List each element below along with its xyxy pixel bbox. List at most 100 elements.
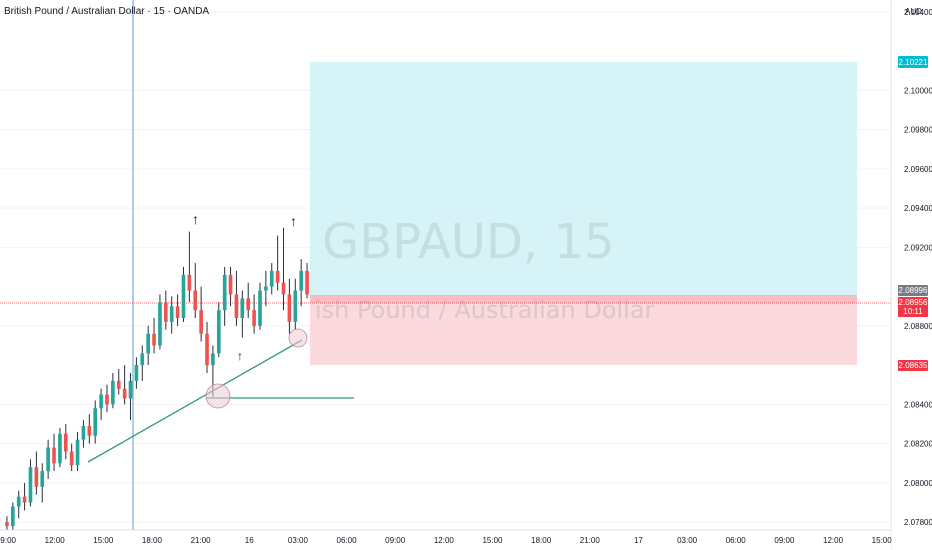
bullish-candle xyxy=(128,380,133,399)
price-axis-labels: 2.10400 2.10000 2.09800 2.09600 2.09400 2.092… xyxy=(904,8,932,527)
target-price-badge: 2.10221 xyxy=(898,56,928,68)
time-tick-label: 03:00 xyxy=(288,536,309,545)
bearish-candle xyxy=(175,306,180,318)
bullish-candle xyxy=(11,506,15,527)
bullish-candle xyxy=(140,353,145,366)
price-tick-label: 2.10000 xyxy=(904,86,932,95)
countdown-text: 10:11 xyxy=(903,307,923,316)
bearish-candle xyxy=(152,333,156,346)
time-tick-label: 17 xyxy=(634,536,643,545)
time-tick-label: 03:00 xyxy=(677,536,698,545)
higher-low-highlight xyxy=(288,328,308,348)
bearish-candle xyxy=(234,294,239,318)
bearish-candle xyxy=(275,270,280,283)
current-price-badge: 2.08956 10:11 xyxy=(898,297,928,317)
time-tick-label: 12:00 xyxy=(45,536,66,545)
swing-low-highlight xyxy=(205,383,231,409)
bearish-candle xyxy=(199,310,203,334)
bullish-candle xyxy=(211,353,215,366)
time-tick-label: 15:00 xyxy=(482,536,503,545)
bullish-candle xyxy=(222,274,227,311)
bearish-candle xyxy=(105,394,109,405)
bullish-candle xyxy=(75,439,80,466)
price-tick-label: 2.09400 xyxy=(904,204,932,213)
up-arrow-annotation: ↑ xyxy=(290,213,297,229)
bullish-candle xyxy=(16,496,21,507)
target-zone xyxy=(310,62,857,296)
price-tick-label: 2.08200 xyxy=(904,440,932,449)
currency-label: AUD xyxy=(905,7,922,16)
stop-price-badge: 2.08635 xyxy=(898,360,928,371)
time-tick-label: 16 xyxy=(245,536,254,545)
time-tick-label: 21:00 xyxy=(580,536,601,545)
bullish-candle xyxy=(258,290,262,326)
watermark-name: ish Pound / Australian Dollar xyxy=(315,296,655,324)
price-tick-label: 2.08400 xyxy=(904,400,932,409)
stop-zone xyxy=(310,303,857,365)
bearish-candle xyxy=(287,294,292,322)
bearish-candle xyxy=(69,451,74,466)
bearish-candle xyxy=(193,290,198,311)
chart-title: British Pound / Australian Dollar · 15 ·… xyxy=(4,6,210,17)
time-tick-label: 06:00 xyxy=(726,536,747,545)
price-tick-label: 2.07800 xyxy=(904,518,932,527)
time-axis[interactable] xyxy=(0,530,891,550)
entry-band xyxy=(310,295,857,303)
current-price-text: 2.08956 xyxy=(899,298,928,307)
bullish-candle xyxy=(269,270,274,287)
bearish-candle xyxy=(281,282,286,295)
bullish-candle xyxy=(46,447,50,472)
bullish-candle xyxy=(111,380,115,405)
candlestick-series xyxy=(5,227,309,532)
bullish-candle xyxy=(264,286,268,291)
bearish-candle xyxy=(116,380,121,389)
time-tick-label: 06:00 xyxy=(337,536,358,545)
time-tick-label: 15:00 xyxy=(872,536,893,545)
price-tick-label: 2.10400 xyxy=(904,8,932,17)
bearish-candle xyxy=(305,270,309,295)
bearish-candle xyxy=(5,522,9,527)
bearish-candle xyxy=(34,467,39,487)
time-tick-label: 09:00 xyxy=(385,536,406,545)
bullish-candle xyxy=(158,302,162,346)
up-arrow-annotation: ↑ xyxy=(237,349,243,363)
time-tick-label: 12:00 xyxy=(434,536,455,545)
watermark-symbol: GBPAUD, 15 xyxy=(322,214,615,270)
bullish-candle xyxy=(81,425,86,440)
price-tick-label: 2.09800 xyxy=(904,126,932,135)
bullish-candle xyxy=(293,290,298,322)
bearish-candle xyxy=(87,425,92,436)
bearish-candle xyxy=(252,310,256,326)
bullish-candle xyxy=(134,365,139,381)
bearish-candle xyxy=(187,274,192,291)
bullish-candle xyxy=(216,310,221,354)
last-close-text: 2.08996 xyxy=(899,286,928,295)
time-tick-label: 15:00 xyxy=(93,536,114,545)
price-tick-label: 2.09600 xyxy=(904,165,932,174)
bearish-candle xyxy=(22,496,27,503)
bearish-candle xyxy=(228,274,233,295)
bearish-candle xyxy=(164,302,168,322)
bullish-candle xyxy=(93,408,98,436)
up-arrow-annotation: ↑ xyxy=(192,211,199,227)
rising-trendline[interactable] xyxy=(87,339,303,463)
bullish-candle xyxy=(181,274,186,318)
bearish-candle xyxy=(52,447,56,464)
time-tick-label: 18:00 xyxy=(531,536,552,545)
price-axis[interactable] xyxy=(891,0,932,530)
bullish-candle xyxy=(58,433,62,464)
bearish-candle xyxy=(63,433,68,452)
bullish-candle xyxy=(40,471,45,487)
time-axis-labels: 09:00 12:00 15:00 18:00 21:00 16 03:00 06:00 09:… xyxy=(0,536,892,545)
time-tick-label: 18:00 xyxy=(142,536,163,545)
bearish-candle xyxy=(122,388,127,399)
time-tick-label: 21:00 xyxy=(191,536,212,545)
last-close-badge: 2.08996 xyxy=(898,285,928,296)
time-tick-label: 09:00 xyxy=(0,536,17,545)
bullish-candle xyxy=(99,394,103,409)
stop-price-text: 2.08635 xyxy=(899,361,928,370)
bearish-candle xyxy=(205,333,209,366)
bullish-candle xyxy=(28,467,33,503)
bullish-candle xyxy=(299,270,303,291)
